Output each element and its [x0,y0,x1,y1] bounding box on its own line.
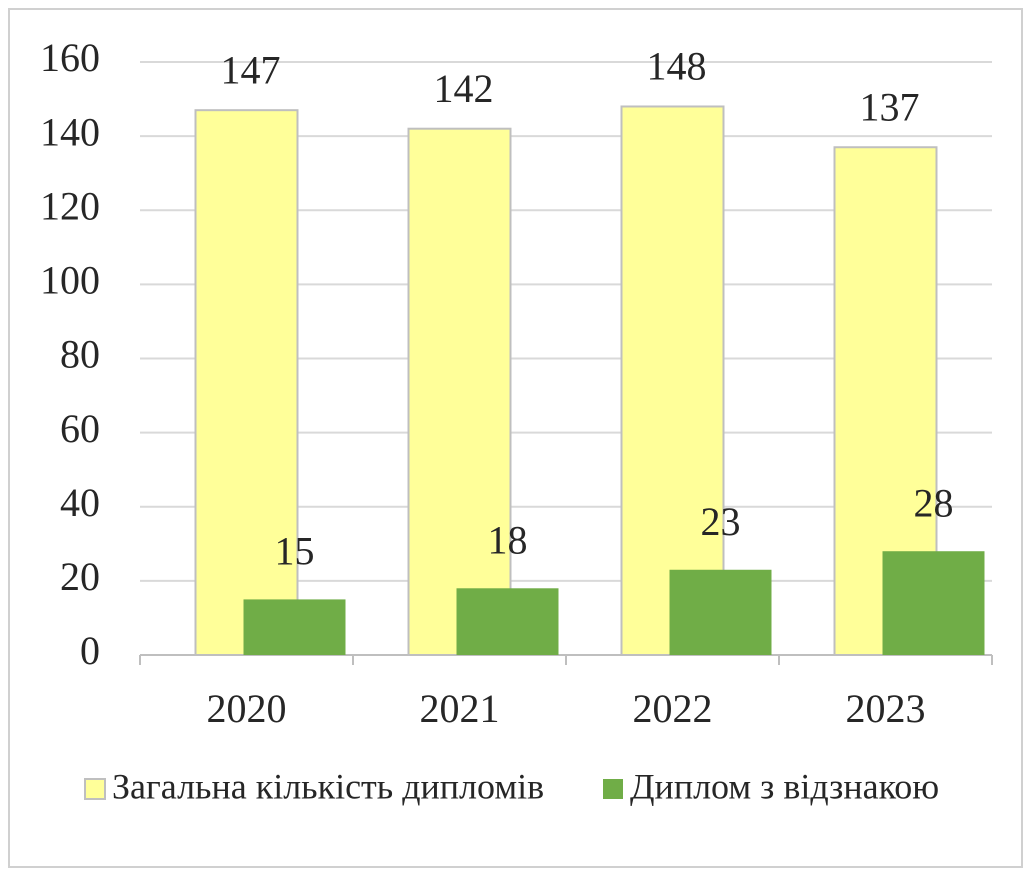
data-label: 147 [221,47,281,92]
legend-swatch [84,778,106,800]
data-label: 142 [434,66,494,111]
y-tick-label: 20 [60,554,100,599]
data-label: 148 [647,44,707,89]
bar [407,127,512,656]
bar [620,105,725,657]
legend-label: Загальна кількість дипломів [112,766,544,806]
bar [669,569,772,655]
legend-label: Диплом з відзнакою [630,766,939,806]
y-tick-label: 160 [40,35,100,80]
data-label: 137 [860,84,920,129]
x-tick-label: 2022 [633,686,713,731]
data-label: 18 [488,517,528,562]
bar [882,551,985,655]
y-tick-label: 100 [40,258,100,303]
x-tick-label: 2020 [207,686,287,731]
y-tick-label: 0 [80,628,100,673]
bar [456,588,559,655]
data-label: 15 [275,529,315,574]
y-tick-label: 40 [60,480,100,525]
y-tick-label: 80 [60,332,100,377]
data-label: 23 [701,499,741,544]
data-label: 28 [914,480,954,525]
bar [194,109,299,656]
legend-swatch [603,779,623,799]
x-tick-label: 2021 [420,686,500,731]
bar [243,599,346,655]
x-tick-label: 2023 [846,686,926,731]
y-tick-label: 60 [60,406,100,451]
y-tick-label: 140 [40,109,100,154]
y-tick-label: 120 [40,183,100,228]
